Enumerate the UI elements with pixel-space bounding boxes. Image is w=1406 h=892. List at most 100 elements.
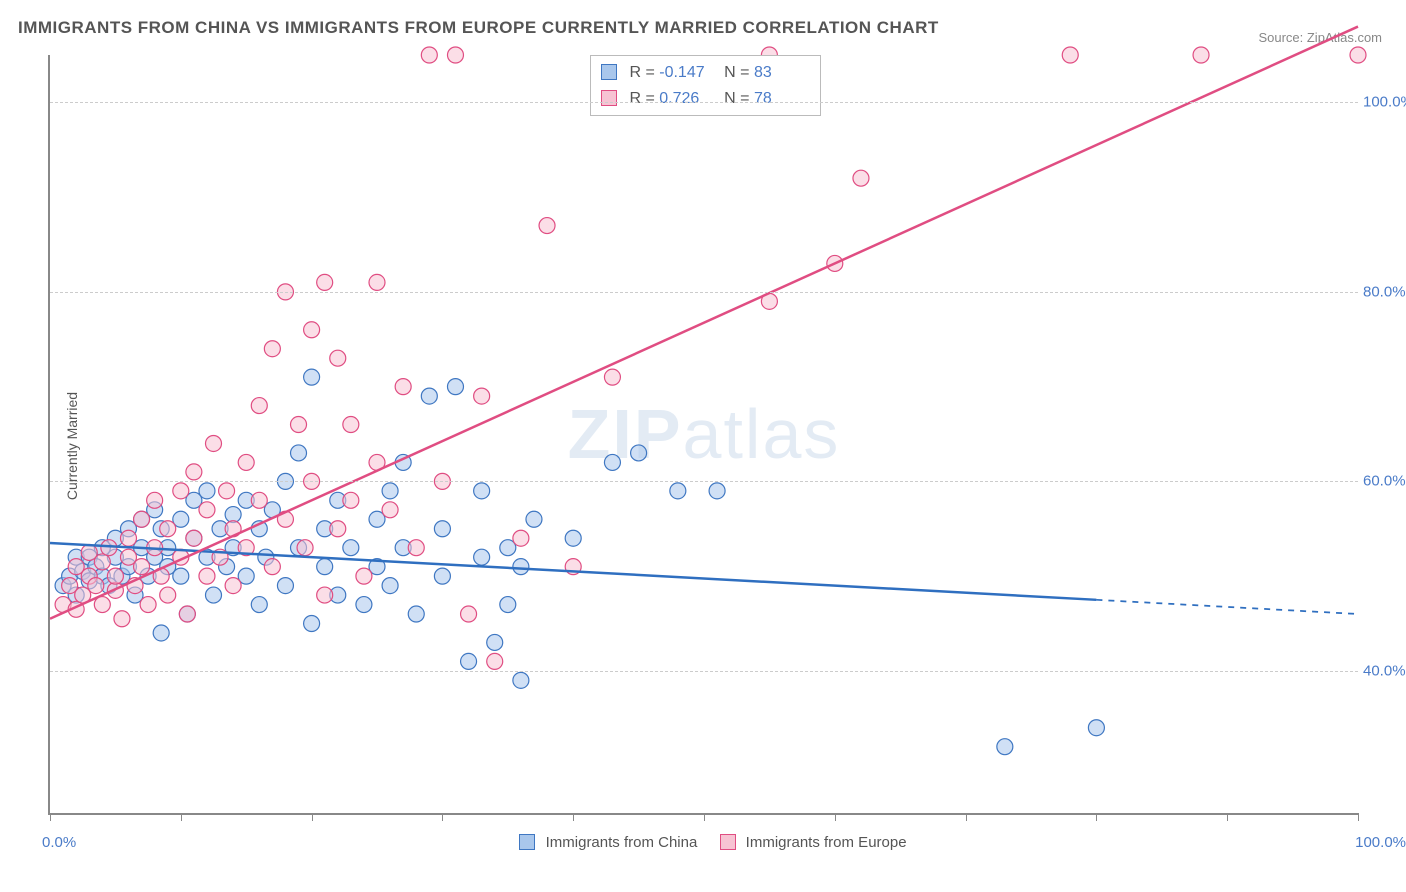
data-point [461,653,477,669]
data-point [304,616,320,632]
data-point [251,597,267,613]
data-point [395,379,411,395]
data-point [461,606,477,622]
data-point [277,578,293,594]
data-point [447,47,463,63]
data-point [186,464,202,480]
data-point [179,606,195,622]
y-tick-label: 60.0% [1363,473,1406,490]
gridline [50,292,1358,293]
data-point [1350,47,1366,63]
data-point [251,492,267,508]
data-point [1088,720,1104,736]
data-point [356,597,372,613]
data-point [997,739,1013,755]
data-point [487,653,503,669]
data-point [304,369,320,385]
data-point [317,587,333,603]
data-point [304,322,320,338]
data-point [526,511,542,527]
data-point [206,435,222,451]
data-point [513,530,529,546]
data-point [160,521,176,537]
x-tick [1358,813,1359,821]
data-point [330,521,346,537]
data-point [382,502,398,518]
data-point [369,274,385,290]
bottom-legend-label-china: Immigrants from China [546,834,698,851]
data-point [140,597,156,613]
x-tick [1227,813,1228,821]
data-point [565,530,581,546]
data-point [264,559,280,575]
data-point [434,521,450,537]
data-point [343,492,359,508]
data-point [487,634,503,650]
data-point [134,511,150,527]
x-tick [835,813,836,821]
data-point [604,454,620,470]
data-point [356,568,372,584]
correlation-legend: R = -0.147 N = 83 R = 0.726 N = 78 [590,55,821,116]
bottom-legend-label-europe: Immigrants from Europe [746,834,907,851]
data-point [631,445,647,461]
data-point [160,587,176,603]
data-point [199,483,215,499]
data-point [264,341,280,357]
trend-line-extrapolated [1096,600,1358,614]
data-point [199,568,215,584]
data-point [670,483,686,499]
data-point [513,559,529,575]
x-tick [181,813,182,821]
data-point [539,218,555,234]
data-point [173,568,189,584]
data-point [513,672,529,688]
data-point [94,554,110,570]
x-axis-min-label: 0.0% [42,834,76,851]
data-point [408,540,424,556]
x-tick [704,813,705,821]
x-tick [1096,813,1097,821]
data-point [153,625,169,641]
bottom-legend: Immigrants from China Immigrants from Eu… [50,834,1358,851]
data-point [500,597,516,613]
data-point [317,559,333,575]
legend-row-china: R = -0.147 N = 83 [601,60,810,86]
data-point [317,274,333,290]
data-point [474,388,490,404]
data-point [88,578,104,594]
data-point [343,417,359,433]
data-point [225,507,241,523]
data-point [421,388,437,404]
data-point [382,483,398,499]
swatch-china [601,64,617,80]
data-point [238,454,254,470]
data-point [251,398,267,414]
data-point [421,47,437,63]
data-point [173,483,189,499]
scatter-svg [50,55,1358,813]
data-point [120,530,136,546]
data-point [186,530,202,546]
gridline [50,481,1358,482]
chart-title: IMMIGRANTS FROM CHINA VS IMMIGRANTS FROM… [18,18,939,38]
data-point [107,568,123,584]
bottom-swatch-europe [720,834,736,850]
legend-row-europe: R = 0.726 N = 78 [601,86,810,112]
data-point [408,606,424,622]
data-point [219,483,235,499]
data-point [343,540,359,556]
data-point [382,578,398,594]
data-point [447,379,463,395]
data-point [291,417,307,433]
gridline [50,102,1358,103]
data-point [434,568,450,584]
bottom-swatch-china [519,834,535,850]
gridline [50,671,1358,672]
data-point [134,559,150,575]
data-point [709,483,725,499]
data-point [225,578,241,594]
y-tick-label: 80.0% [1363,283,1406,300]
data-point [330,350,346,366]
y-tick-label: 40.0% [1363,662,1406,679]
